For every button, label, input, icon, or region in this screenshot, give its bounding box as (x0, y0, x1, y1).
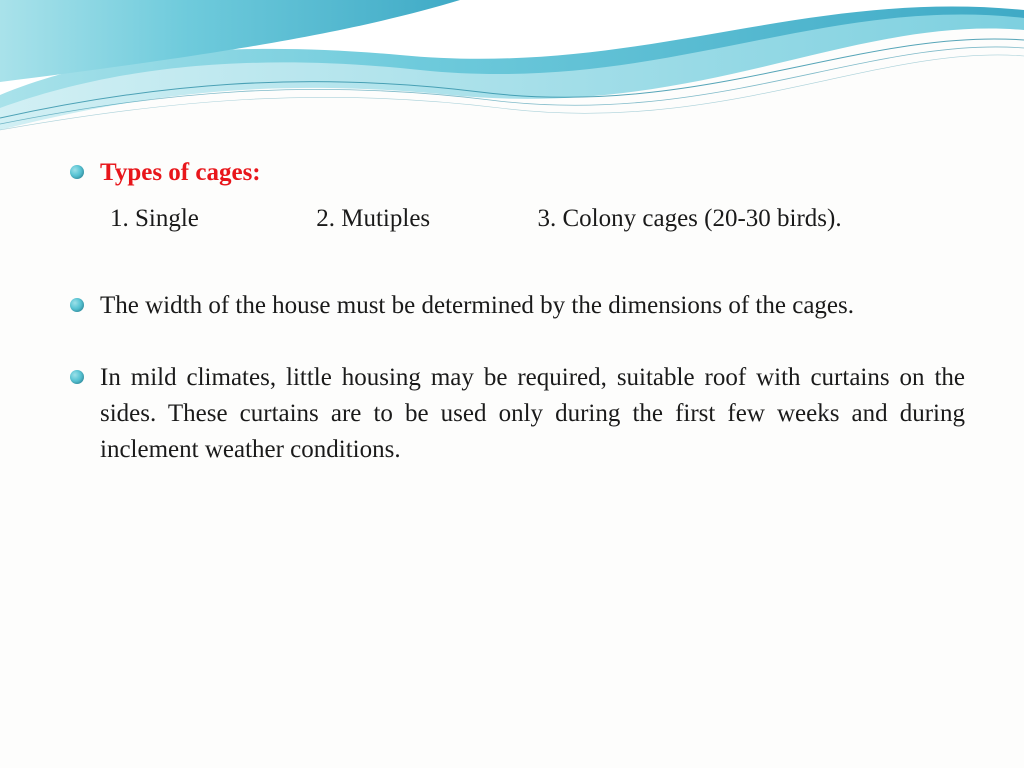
bullet-types-of-cages: Types of cages: 1. Single 2. Mutiples 3.… (70, 155, 965, 238)
heading-types: Types of cages: (100, 159, 261, 186)
bullet-width: The width of the house must be determine… (70, 288, 965, 324)
bullet-climate: In mild climates, little housing may be … (70, 360, 965, 469)
type-item-1: 1. Single (110, 201, 310, 237)
header-wave-decoration (0, 0, 1024, 160)
types-subline: 1. Single 2. Mutiples 3. Colony cages (2… (100, 201, 965, 237)
bullet-list: Types of cages: 1. Single 2. Mutiples 3.… (70, 155, 965, 469)
slide-content: Types of cages: 1. Single 2. Mutiples 3.… (70, 155, 965, 505)
type-item-2: 2. Mutiples (316, 201, 531, 237)
type-item-3: 3. Colony cages (20-30 birds). (538, 201, 842, 237)
